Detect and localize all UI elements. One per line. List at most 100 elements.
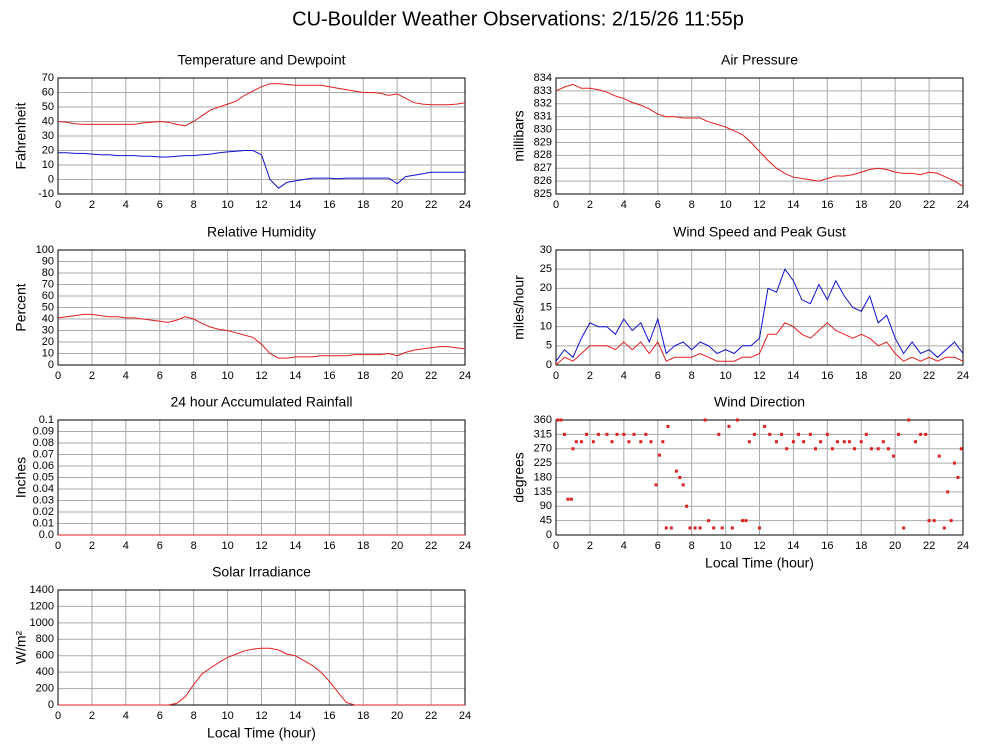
data-point bbox=[859, 440, 863, 444]
data-line bbox=[555, 322, 964, 366]
x-axis-label: Local Time (hour) bbox=[705, 555, 814, 571]
x-tick-label: 8 bbox=[191, 710, 197, 722]
y-tick-label: 827 bbox=[534, 162, 552, 174]
data-point bbox=[627, 440, 631, 444]
chart-title: 24 hour Accumulated Rainfall bbox=[170, 394, 352, 410]
chart-panel: Wind Direction degrees Local Time (hour) 0 4… bbox=[511, 394, 969, 571]
data-point bbox=[852, 447, 856, 451]
x-tick-label: 12 bbox=[753, 540, 765, 552]
data-point bbox=[566, 497, 570, 501]
data-point bbox=[632, 432, 636, 436]
data-point bbox=[780, 432, 784, 436]
x-tick-label: 0 bbox=[553, 540, 559, 552]
x-tick-label: 16 bbox=[323, 199, 335, 211]
data-point bbox=[610, 440, 614, 444]
x-tick-label: 8 bbox=[191, 370, 197, 382]
y-tick-label: 830 bbox=[534, 123, 552, 135]
y-tick-label: 600 bbox=[36, 650, 54, 662]
x-tick-label: 8 bbox=[689, 370, 695, 382]
data-point bbox=[830, 447, 834, 451]
data-point bbox=[605, 432, 609, 436]
x-tick-label: 0 bbox=[55, 540, 61, 552]
data-point bbox=[914, 440, 918, 444]
x-tick-label: 24 bbox=[957, 540, 969, 552]
x-tick-label: 12 bbox=[255, 540, 267, 552]
x-tick-label: 6 bbox=[655, 199, 661, 211]
data-point bbox=[919, 432, 923, 436]
x-tick-label: 24 bbox=[957, 370, 969, 382]
data-point bbox=[886, 447, 890, 451]
data-point bbox=[842, 440, 846, 444]
chart-title: Relative Humidity bbox=[207, 224, 316, 240]
x-tick-label: 0 bbox=[553, 370, 559, 382]
x-tick-label: 2 bbox=[587, 199, 593, 211]
data-point bbox=[797, 432, 801, 436]
data-point bbox=[730, 526, 734, 530]
y-tick-label: 0.0 bbox=[39, 529, 54, 541]
data-point bbox=[744, 519, 748, 523]
data-line bbox=[555, 83, 964, 187]
x-tick-label: 6 bbox=[157, 199, 163, 211]
y-tick-label: 826 bbox=[534, 175, 552, 187]
x-tick-label: 20 bbox=[391, 370, 403, 382]
y-axis-label: millibars bbox=[511, 110, 527, 161]
x-tick-label: 10 bbox=[719, 370, 731, 382]
data-point bbox=[678, 476, 682, 479]
x-tick-label: 8 bbox=[191, 540, 197, 552]
x-tick-label: 20 bbox=[391, 199, 403, 211]
y-tick-label: 40 bbox=[42, 115, 54, 127]
data-point bbox=[937, 454, 941, 458]
data-point bbox=[897, 432, 901, 436]
chart-panel: Wind Speed and Peak Gust miles/hour 0 5 10 15… bbox=[511, 224, 969, 382]
x-tick-label: 10 bbox=[221, 710, 233, 722]
y-tick-label: 315 bbox=[534, 428, 552, 440]
data-point bbox=[674, 469, 678, 473]
data-line bbox=[57, 313, 466, 359]
y-tick-label: 0 bbox=[48, 699, 54, 711]
x-tick-label: 12 bbox=[753, 370, 765, 382]
chart-title: Temperature and Dewpoint bbox=[177, 52, 345, 68]
data-line bbox=[555, 268, 964, 362]
y-tick-label: 5 bbox=[546, 340, 552, 352]
y-tick-label: 225 bbox=[534, 457, 552, 469]
x-tick-label: 16 bbox=[821, 370, 833, 382]
y-tick-label: -10 bbox=[38, 188, 54, 200]
y-tick-label: 800 bbox=[36, 633, 54, 645]
data-point bbox=[639, 440, 643, 444]
data-point bbox=[707, 519, 711, 523]
x-tick-label: 18 bbox=[357, 199, 369, 211]
y-tick-label: 50 bbox=[42, 101, 54, 113]
x-tick-label: 10 bbox=[221, 199, 233, 211]
data-point bbox=[907, 418, 911, 422]
data-point bbox=[959, 447, 963, 451]
data-point bbox=[735, 418, 739, 422]
chart-panel: Temperature and DewpointFahrenheit-10010… bbox=[13, 52, 471, 211]
data-point bbox=[758, 526, 761, 530]
y-tick-label: 25 bbox=[540, 263, 552, 275]
y-tick-label: 90 bbox=[540, 500, 552, 512]
chart-title: Wind Speed and Peak Gust bbox=[673, 224, 846, 240]
data-point bbox=[927, 519, 931, 523]
y-tick-label: 60 bbox=[42, 86, 54, 98]
y-tick-label: 10 bbox=[42, 159, 54, 171]
data-point bbox=[569, 497, 573, 501]
data-point bbox=[802, 440, 806, 444]
x-tick-label: 4 bbox=[123, 540, 129, 552]
x-tick-label: 2 bbox=[89, 370, 95, 382]
x-tick-label: 24 bbox=[957, 199, 969, 211]
y-tick-label: 360 bbox=[534, 414, 552, 426]
x-tick-label: 2 bbox=[587, 540, 593, 552]
y-tick-label: 825 bbox=[534, 188, 552, 200]
data-point bbox=[717, 432, 721, 436]
data-point bbox=[819, 440, 823, 444]
x-tick-label: 10 bbox=[221, 370, 233, 382]
x-tick-label: 20 bbox=[391, 710, 403, 722]
x-tick-label: 10 bbox=[719, 199, 731, 211]
x-tick-label: 14 bbox=[289, 370, 301, 382]
y-tick-label: 30 bbox=[42, 130, 54, 142]
x-tick-label: 12 bbox=[255, 710, 267, 722]
y-tick-label: 45 bbox=[540, 515, 552, 527]
y-tick-label: 0.07 bbox=[33, 448, 54, 460]
